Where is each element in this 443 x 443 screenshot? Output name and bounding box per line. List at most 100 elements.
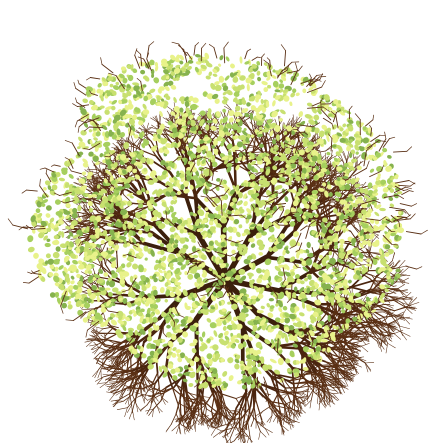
- branch-segment: [97, 369, 102, 379]
- branch-segment: [219, 413, 226, 418]
- branch-segment: [284, 405, 296, 411]
- branch-segment: [277, 415, 281, 423]
- branch-segment: [176, 401, 181, 414]
- branch-segment: [322, 201, 327, 214]
- branch-segment: [99, 350, 108, 358]
- branch-segment: [345, 187, 357, 197]
- branch-segment: [116, 254, 119, 270]
- branch-segment: [290, 131, 302, 139]
- branch-segment: [293, 116, 301, 125]
- branch-segment: [291, 399, 295, 410]
- branch-segment: [301, 373, 309, 387]
- branch-segment: [403, 317, 410, 325]
- branch-segment: [375, 299, 395, 303]
- branch-segment: [221, 427, 236, 432]
- branch-segment: [87, 189, 96, 192]
- branch-segment: [89, 344, 99, 347]
- branch-segment: [218, 406, 221, 419]
- branch-segment: [172, 387, 178, 403]
- branch-segment: [200, 414, 204, 424]
- branch-segment: [100, 334, 107, 340]
- branch-segment: [336, 386, 343, 395]
- branch-segment: [403, 296, 414, 300]
- branch-segment: [178, 424, 182, 435]
- branch-segment: [362, 250, 370, 256]
- leaf: [256, 267, 262, 274]
- branch-segment: [390, 296, 404, 300]
- branch-segment: [143, 394, 146, 403]
- branch-segment: [304, 399, 312, 407]
- branch-segment: [99, 351, 112, 354]
- branch-segment: [345, 366, 353, 371]
- branch-segment: [116, 407, 128, 410]
- branch-segment: [111, 354, 113, 362]
- branch-segment: [254, 398, 260, 412]
- branch-segment: [352, 357, 359, 365]
- branch-segment: [82, 214, 90, 218]
- branch-segment: [123, 370, 139, 374]
- branch-segment: [393, 329, 404, 334]
- branch-segment: [321, 376, 325, 387]
- branch-segment: [94, 176, 109, 180]
- branch-segment: [215, 418, 218, 428]
- branch-segment: [197, 114, 207, 121]
- branch-segment: [94, 246, 101, 253]
- branch-segment: [330, 377, 344, 381]
- branch-segment: [389, 290, 400, 295]
- branch-segment: [324, 386, 332, 397]
- branch-segment: [201, 411, 211, 421]
- branch-segment: [310, 387, 315, 401]
- branch-segment: [357, 357, 366, 363]
- branch-segment: [182, 413, 190, 419]
- branch-segment: [240, 411, 243, 424]
- branch-segment: [189, 422, 196, 428]
- branch-segment: [298, 385, 310, 389]
- branch-segment: [249, 385, 255, 408]
- branch-segment: [298, 382, 309, 389]
- branch-segment: [200, 396, 208, 403]
- leaf: [187, 273, 194, 280]
- branch-segment: [334, 337, 351, 345]
- branch-segment: [258, 382, 278, 393]
- branch-segment: [398, 325, 403, 336]
- branch-segment: [123, 202, 134, 211]
- branch-segment: [317, 384, 321, 396]
- branch-segment: [105, 350, 108, 359]
- branch-segment: [388, 296, 398, 302]
- branch-segment: [206, 420, 211, 428]
- branch-segment: [305, 354, 318, 375]
- branch-segment: [231, 412, 239, 416]
- branch-segment: [226, 109, 230, 119]
- branch-segment: [83, 208, 91, 213]
- leaf: [250, 160, 257, 166]
- branch-segment: [195, 402, 206, 405]
- branch-segment: [247, 418, 250, 425]
- branch-segment: [176, 401, 188, 409]
- branch-segment: [318, 397, 324, 405]
- branch-segment: [150, 372, 159, 387]
- branch-segment: [262, 404, 273, 412]
- branch-segment: [371, 274, 384, 280]
- branch-segment: [335, 365, 344, 375]
- branch-segment: [114, 390, 123, 393]
- branch-segment: [127, 404, 132, 413]
- branch-segment: [239, 433, 242, 443]
- branch-segment: [106, 354, 113, 360]
- branch-segment: [142, 382, 156, 390]
- branch-segment: [356, 357, 364, 363]
- branch-segment: [96, 160, 106, 165]
- branch-segment: [214, 419, 219, 428]
- branch-segment: [283, 410, 289, 417]
- branch-segment: [290, 119, 296, 128]
- branch-segment: [408, 302, 420, 307]
- branch-segment: [253, 406, 257, 422]
- branch-segment: [292, 412, 299, 421]
- branch-segment: [212, 392, 219, 406]
- branch-segment: [194, 401, 203, 404]
- branch-segment: [145, 382, 150, 390]
- branch-segment: [179, 397, 182, 415]
- branch-segment: [347, 169, 357, 180]
- branch-segment: [94, 347, 100, 355]
